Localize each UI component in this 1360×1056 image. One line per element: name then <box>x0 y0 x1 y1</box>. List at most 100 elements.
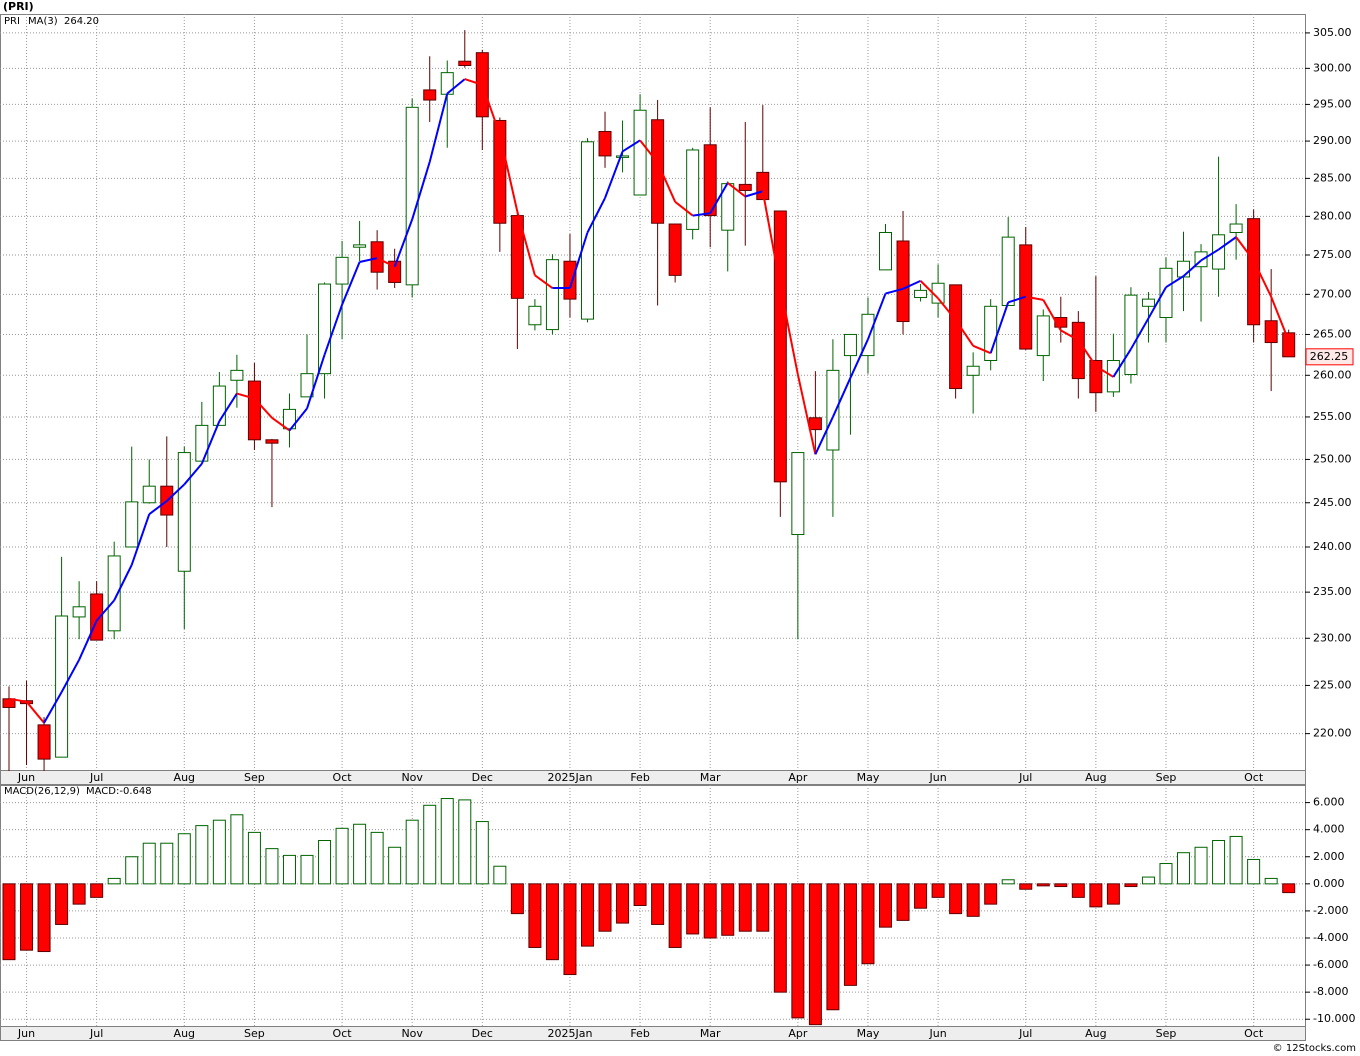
ma-segment <box>937 297 957 321</box>
ma-segment <box>1077 339 1097 367</box>
ma-segment <box>253 397 273 419</box>
candle-body <box>300 373 314 398</box>
ma-segment <box>43 691 63 724</box>
candle-body <box>1071 321 1085 380</box>
macd-bar <box>1124 883 1138 888</box>
candle-body <box>949 284 963 390</box>
macd-bar <box>370 831 384 885</box>
candle-body <box>423 89 437 101</box>
candle-body <box>1282 332 1296 358</box>
ma-segment <box>166 483 185 502</box>
ma-segment <box>656 162 677 203</box>
ma-segment <box>446 78 466 95</box>
x-tick-label: Nov <box>401 1027 423 1040</box>
macd-bar <box>475 821 489 885</box>
macd-bar <box>265 848 279 885</box>
y-tick-label: 240.00 <box>1313 540 1352 553</box>
macd-bar <box>247 831 261 885</box>
macd-bar <box>563 883 577 976</box>
y-tick-label: -2.000 <box>1313 904 1348 917</box>
ma-segment <box>1095 365 1114 378</box>
time-axis-band <box>0 770 1306 785</box>
ma-segment <box>376 257 396 268</box>
ma-segment <box>1042 299 1062 331</box>
candle-body <box>843 333 857 357</box>
x-tick-label: Aug <box>174 771 195 784</box>
ma-segment <box>831 377 852 418</box>
macd-bar <box>1019 883 1033 890</box>
macd-bar <box>545 883 559 961</box>
candle-body <box>1141 298 1155 307</box>
ma-segment <box>1025 295 1044 301</box>
macd-bar <box>90 883 104 898</box>
macd-bar <box>598 883 612 932</box>
x-tick-label: Nov <box>401 771 423 784</box>
macd-bar <box>808 883 822 1026</box>
plot-layer: Jun Jul Aug Sep Oct Nov Dec 2025Jan Feb Mar Apr May… <box>0 14 1355 1041</box>
candle-body <box>563 260 577 300</box>
x-tick-label: Oct <box>333 1027 353 1040</box>
ma-segment <box>411 161 431 220</box>
x-tick-label: Mar <box>700 771 721 784</box>
macd-bar <box>405 819 419 885</box>
candle-body <box>703 144 717 217</box>
footer: © 12Stocks.com <box>1273 1043 1356 1054</box>
ma-segment <box>604 151 624 199</box>
candle-body <box>826 369 840 451</box>
ma-segment <box>60 659 80 693</box>
ma-segment <box>569 232 589 289</box>
macd-bar <box>1264 877 1278 885</box>
y-tick-label: 225.00 <box>1313 678 1352 691</box>
macd-bar <box>914 883 928 909</box>
macd-bar <box>1229 835 1243 885</box>
candle-body <box>1036 315 1050 357</box>
ma-segment <box>359 257 378 263</box>
candle-body <box>1229 223 1243 233</box>
ma-segment <box>481 84 501 135</box>
ma-segment <box>622 139 641 153</box>
y-tick-label: -10.000 <box>1313 1012 1355 1025</box>
macd-bar <box>318 840 332 885</box>
x-tick-label: Dec <box>472 771 493 784</box>
candle-body <box>1001 236 1015 307</box>
macd-bar <box>335 827 349 885</box>
x-tick-label: Oct <box>1244 771 1264 784</box>
candle-body <box>107 555 121 632</box>
x-tick-label: Sep <box>1156 1027 1177 1040</box>
candle-body <box>633 109 647 196</box>
y-tick-label: 305.00 <box>1313 26 1352 39</box>
candle-body <box>616 155 630 158</box>
legend-entry: MA(3) <box>28 16 58 27</box>
macd-bar <box>1141 876 1155 885</box>
macd-bar <box>1089 883 1103 908</box>
macd-bar <box>984 883 998 905</box>
macd-bar <box>879 883 892 928</box>
macd-bar <box>125 856 139 885</box>
candle-body <box>230 369 244 381</box>
y-tick-label: 250.00 <box>1313 452 1352 465</box>
ma-segment <box>796 374 817 455</box>
macd-bar <box>721 883 735 936</box>
candle-body <box>335 256 349 285</box>
macd-bar <box>528 883 542 948</box>
candle-body <box>72 606 86 618</box>
ma-segment <box>95 599 115 622</box>
ma-segment <box>1147 286 1167 319</box>
macd-bar <box>72 883 86 905</box>
macd-bar <box>1247 858 1261 885</box>
candle-body <box>651 119 665 224</box>
x-tick-label: Jun <box>928 771 946 784</box>
candle-body <box>738 183 752 191</box>
ma-segment <box>1007 295 1027 304</box>
candle-body <box>177 452 191 572</box>
ma-segment <box>919 280 939 300</box>
x-tick-label: Jul <box>1018 771 1032 784</box>
x-tick-label: 2025Jan <box>547 771 592 784</box>
x-tick-label: Apr <box>788 1027 808 1040</box>
ma-segment <box>761 191 782 287</box>
macd-bar <box>388 846 402 885</box>
macd-bar <box>1177 852 1191 885</box>
ma-segment <box>674 201 694 217</box>
time-axis-band <box>0 1026 1306 1041</box>
candle-body <box>879 231 892 271</box>
